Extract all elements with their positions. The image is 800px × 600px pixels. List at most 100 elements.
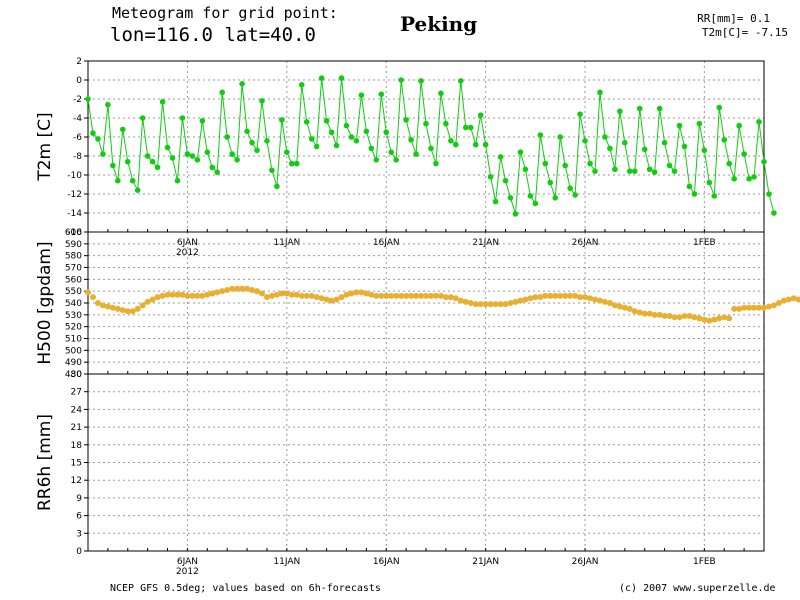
t2m-point bbox=[696, 120, 703, 127]
rr6h-ytick-label: 0 bbox=[76, 547, 82, 557]
h500-point bbox=[403, 292, 410, 299]
t2m-point bbox=[607, 145, 613, 152]
h500-point bbox=[398, 292, 405, 299]
t2m-point bbox=[194, 157, 201, 163]
h500-point bbox=[641, 310, 648, 317]
t2m-point bbox=[204, 149, 211, 155]
h500-point bbox=[626, 305, 633, 312]
t2m-point bbox=[134, 187, 141, 193]
h500-point bbox=[413, 292, 420, 299]
h500-point bbox=[447, 294, 454, 301]
t2m-point bbox=[502, 177, 509, 184]
t2m-point bbox=[726, 160, 733, 167]
t2m-point bbox=[264, 138, 270, 144]
t2m-point bbox=[214, 169, 221, 175]
h500-point bbox=[293, 291, 300, 298]
t2m-point bbox=[393, 157, 399, 163]
h500-point bbox=[552, 292, 559, 299]
t2m-point bbox=[423, 120, 429, 127]
rr6h-ytick-label: 3 bbox=[76, 529, 82, 539]
h500-ytick-label: 570 bbox=[65, 264, 82, 274]
station-name: Peking bbox=[400, 12, 478, 36]
h500-point bbox=[328, 297, 335, 304]
t2m-point bbox=[284, 149, 290, 155]
t2m-point bbox=[408, 137, 414, 143]
h500-point bbox=[557, 292, 564, 299]
t2m-point bbox=[398, 77, 404, 83]
h500-point bbox=[373, 292, 380, 299]
t2m-point bbox=[363, 128, 370, 135]
footer-source: NCEP GFS 0.5deg; values based on 6h-fore… bbox=[110, 583, 381, 594]
t2m-point bbox=[189, 153, 196, 159]
h500-point bbox=[746, 304, 753, 311]
h500-point bbox=[537, 294, 544, 301]
t2m-point bbox=[348, 134, 355, 140]
h500-point bbox=[676, 314, 683, 321]
rr6h-ytick-label: 18 bbox=[71, 441, 83, 451]
t2m-point bbox=[433, 160, 439, 167]
h500-point bbox=[109, 304, 116, 311]
h500-point bbox=[134, 305, 141, 312]
h500-point bbox=[333, 296, 340, 303]
t2m-point bbox=[497, 154, 504, 160]
t2m-point bbox=[313, 143, 320, 150]
h500-point bbox=[179, 291, 186, 298]
t2m-point bbox=[353, 138, 360, 144]
t2m-point bbox=[90, 130, 96, 136]
h500-point bbox=[174, 291, 181, 298]
t2m-point bbox=[462, 124, 469, 131]
h500-point bbox=[99, 302, 106, 309]
t2m-point bbox=[100, 151, 106, 157]
t2m-ytick-label: -6 bbox=[73, 133, 82, 143]
h500-point bbox=[790, 295, 797, 302]
h500-point bbox=[666, 313, 673, 320]
header-coordinates: lon=116.0 lat=40.0 bbox=[110, 24, 316, 46]
rr6h-ytick-label: 27 bbox=[71, 388, 82, 398]
t2m-point bbox=[766, 191, 772, 197]
t2m-point bbox=[288, 160, 295, 167]
t2m-point bbox=[582, 138, 588, 144]
t2m-point bbox=[552, 195, 559, 201]
t2m-point bbox=[368, 145, 375, 152]
h500-point bbox=[601, 298, 608, 305]
rr6h-ytick-label: 9 bbox=[76, 494, 82, 504]
h500-point bbox=[318, 295, 325, 302]
t2m-point bbox=[711, 193, 718, 199]
t2m-point bbox=[527, 193, 534, 199]
h500-point bbox=[184, 292, 191, 299]
h500-point bbox=[716, 315, 723, 322]
t2m-point bbox=[532, 200, 539, 207]
t2m-point bbox=[443, 120, 449, 127]
t2m-ytick-label: 0 bbox=[76, 76, 82, 86]
h500-point bbox=[343, 291, 350, 298]
t2m-point bbox=[751, 174, 757, 180]
t2m-point bbox=[254, 147, 260, 154]
h500-point bbox=[507, 300, 514, 306]
t2m-point bbox=[373, 157, 380, 163]
t2m-point bbox=[249, 139, 255, 146]
t2m-point bbox=[636, 105, 643, 112]
h500-point bbox=[696, 315, 703, 322]
h500-point bbox=[219, 288, 226, 295]
h500-point bbox=[129, 308, 136, 315]
h500-point bbox=[621, 304, 628, 311]
h500-point bbox=[711, 316, 718, 323]
t2m-point bbox=[771, 210, 777, 216]
t2m-point bbox=[378, 91, 385, 98]
t2m-point bbox=[328, 129, 335, 136]
t2m-point bbox=[602, 134, 608, 140]
t2m-point bbox=[259, 98, 265, 104]
t2m-point bbox=[388, 149, 395, 155]
h500-ytick-label: 540 bbox=[65, 299, 82, 309]
h500-point bbox=[154, 294, 161, 301]
t2m-point bbox=[383, 129, 390, 136]
h500-point bbox=[701, 316, 708, 323]
rr6h-ytick-label: 24 bbox=[71, 405, 83, 415]
t2m-ytick-label: -2 bbox=[73, 95, 82, 105]
h500-point bbox=[209, 290, 216, 297]
h500-point bbox=[477, 301, 484, 308]
h500-point bbox=[721, 314, 728, 321]
t2m-point bbox=[110, 162, 116, 169]
t2m-point bbox=[706, 179, 713, 186]
h500-point bbox=[482, 301, 489, 308]
